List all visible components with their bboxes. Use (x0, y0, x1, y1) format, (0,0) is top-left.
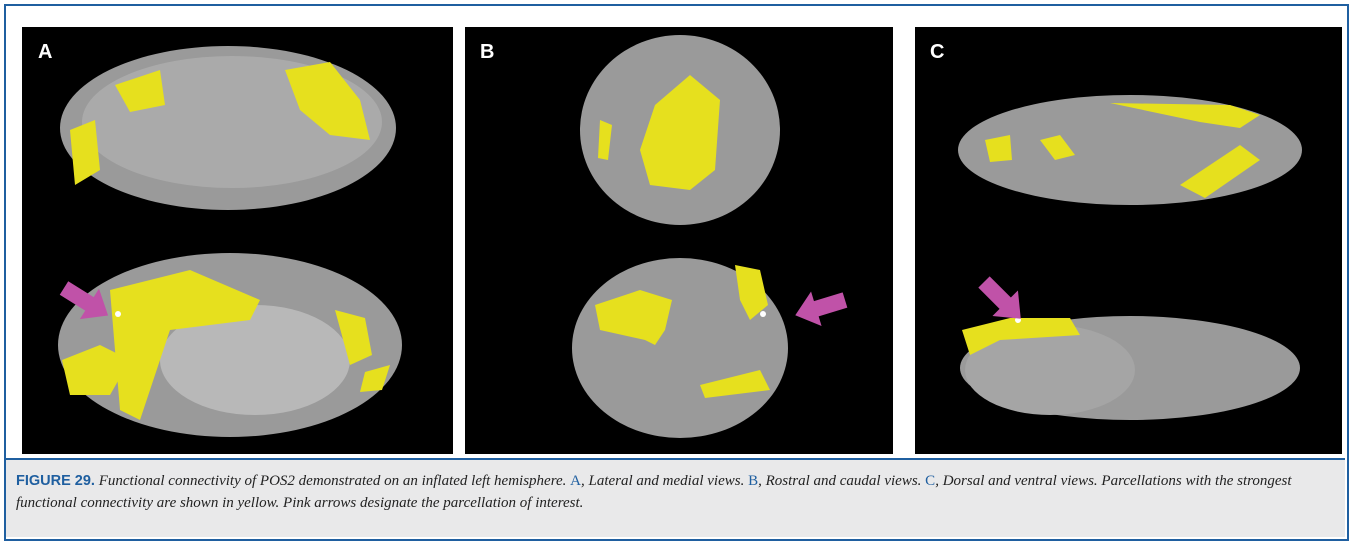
panel-label: B (480, 41, 494, 63)
panel-c: C (915, 27, 1342, 454)
caption-segment: , Rostral and caudal views. (758, 473, 925, 489)
caption-segment: Functional connectivity of POS2 demonstr… (99, 473, 570, 489)
figure-image: A B C (0, 0, 1355, 458)
panel-ref: A (570, 473, 581, 489)
panel-a: A (22, 27, 453, 454)
caption-label: FIGURE 29. (16, 473, 95, 489)
panel-b: B (465, 27, 893, 454)
panel-label: C (930, 41, 944, 63)
panel-label: A (38, 41, 52, 63)
panel-ref: B (748, 473, 758, 489)
caption-text: Functional connectivity of POS2 demonstr… (16, 473, 1292, 511)
caption-segment: , Lateral and medial views. (581, 473, 748, 489)
panel-ref: C (925, 473, 935, 489)
page: A B C FIGURE 29. Functional connectivity… (0, 0, 1355, 547)
caption: FIGURE 29. Functional connectivity of PO… (6, 458, 1345, 537)
